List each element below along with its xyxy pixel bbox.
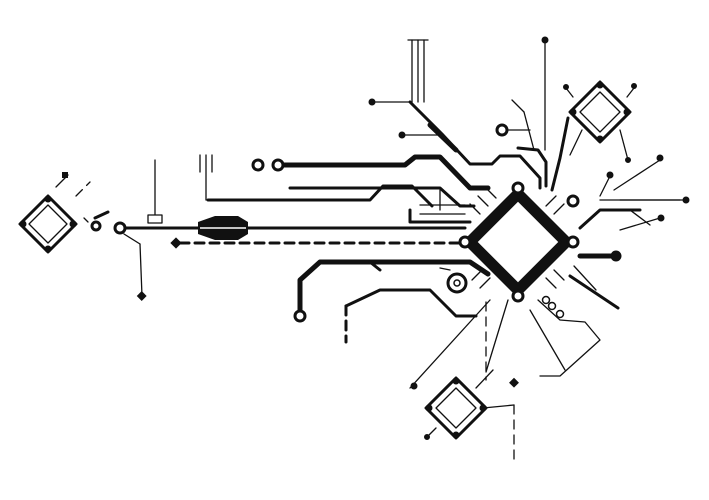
dashed-traces (170, 199, 681, 463)
chip-bottom (410, 369, 515, 440)
chip-left (18, 172, 110, 254)
thin-traces (123, 36, 690, 389)
heavy-traces (118, 100, 642, 344)
main-processor-chip (458, 181, 580, 303)
vias (113, 123, 509, 323)
chip-top-right (563, 80, 637, 163)
